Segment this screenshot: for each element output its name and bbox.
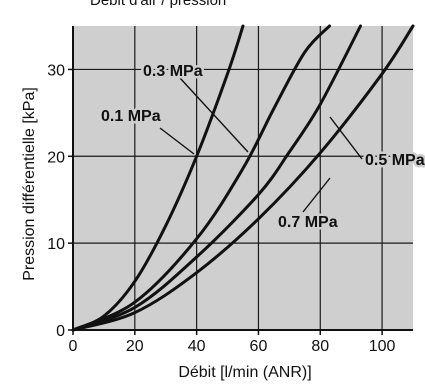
leader-line-0-5-mpa — [329, 116, 363, 160]
series-line-0-3-mpa — [71, 24, 331, 332]
curve-label-halo-0-3-mpa: 0.3 MPa — [143, 63, 203, 80]
curve-label-halo-0-7-mpa: 0.7 MPa — [278, 214, 338, 231]
y-tick-label: 20 — [47, 149, 65, 166]
curve-label-0-1-mpa: 0.1 MPa — [101, 108, 161, 125]
plot-background — [73, 26, 413, 330]
series-line-0-7-mpa — [71, 24, 415, 332]
curve-label-0-7-mpa: 0.7 MPa — [278, 214, 338, 231]
x-tick-label: 0 — [69, 338, 78, 355]
curve-label-0-3-mpa: 0.3 MPa — [143, 63, 203, 80]
leader-lines — [159, 77, 363, 213]
series-line-0-5-mpa — [71, 24, 362, 332]
curve-label-0-5-mpa: 0.5 MPa — [365, 152, 425, 169]
curve-label-halo-0-5-mpa: 0.5 MPa — [365, 152, 425, 169]
series-line-0-1-mpa — [71, 24, 245, 332]
axes: 0 20 40 60 80 100 0 10 20 30 — [47, 26, 413, 355]
x-tick-label: 60 — [250, 338, 268, 355]
y-tick-label: 10 — [47, 236, 65, 253]
leader-line-0-1-mpa — [159, 127, 195, 155]
x-tick-label: 100 — [369, 338, 396, 355]
y-tick-label: 0 — [56, 323, 65, 340]
grid — [73, 26, 413, 330]
y-axis-title: Pression différentielle [kPa] — [21, 87, 38, 281]
curve-label-halo-0-1-mpa: 0.1 MPa — [101, 108, 161, 125]
curves — [71, 24, 415, 332]
y-tick-label: 30 — [47, 62, 65, 79]
x-tick-label: 20 — [126, 338, 144, 355]
x-tick-label: 40 — [188, 338, 206, 355]
leader-line-0-7-mpa — [302, 177, 331, 213]
header-fragment: Débit d'air / pression — [90, 0, 226, 9]
x-tick-label: 80 — [311, 338, 329, 355]
leader-line-0-3-mpa — [179, 77, 249, 153]
x-axis-title: Débit [l/min (ANR)] — [178, 364, 311, 381]
